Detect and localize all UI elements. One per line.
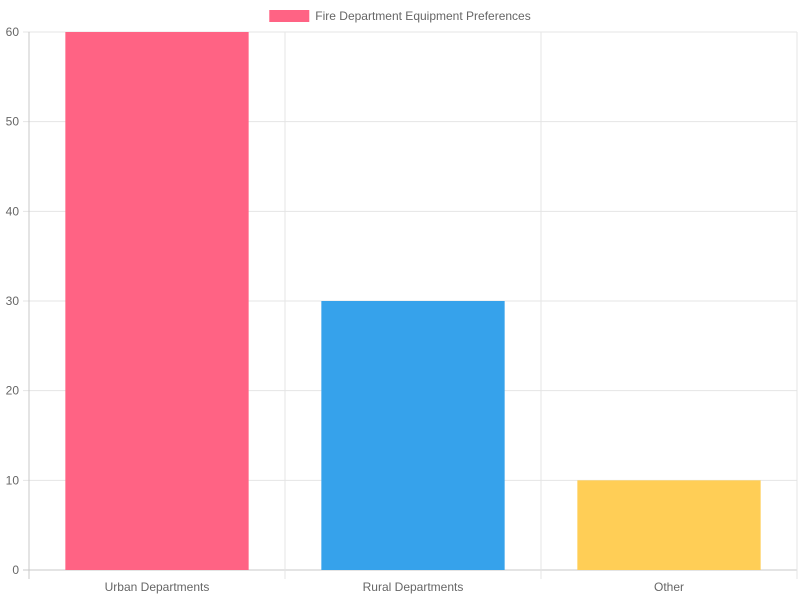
bar-other[interactable] [577, 480, 761, 570]
x-tick-label: Urban Departments [105, 580, 210, 594]
bar-urban-departments[interactable] [65, 32, 249, 570]
y-tick-label: 30 [6, 294, 20, 308]
bar-rural-departments[interactable] [321, 301, 505, 570]
legend-swatch[interactable] [269, 10, 310, 22]
legend[interactable]: Fire Department Equipment Preferences [269, 9, 531, 23]
y-tick-label: 20 [6, 384, 20, 398]
legend-label[interactable]: Fire Department Equipment Preferences [315, 9, 530, 23]
y-tick-label: 60 [6, 25, 20, 39]
y-tick-label: 10 [6, 473, 20, 487]
x-tick-label: Rural Departments [363, 580, 464, 594]
x-tick-label: Other [654, 580, 684, 594]
bars [65, 32, 761, 570]
axes: 0 10 20 30 40 50 60 Urban Departments Rural Depa… [6, 25, 684, 594]
y-tick-label: 50 [6, 115, 20, 129]
y-tick-label: 40 [6, 204, 20, 218]
y-tick-label: 0 [12, 563, 19, 577]
